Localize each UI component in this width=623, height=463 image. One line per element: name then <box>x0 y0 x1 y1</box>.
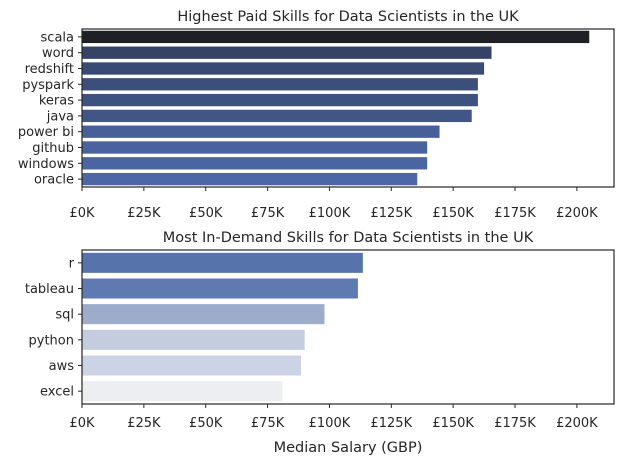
x-tick-label: £0K <box>69 416 95 431</box>
bar-aws <box>82 355 301 376</box>
bar-word <box>82 46 492 59</box>
x-tick-label: £200K <box>556 416 598 431</box>
x-tick-label: £125K <box>370 206 412 221</box>
bar-sql <box>82 304 325 325</box>
x-tick-label: £75K <box>251 206 285 221</box>
y-tick-label: r <box>69 256 75 271</box>
y-tick-label: excel <box>40 385 74 400</box>
axes-frame <box>81 249 615 405</box>
bar-keras <box>82 93 478 107</box>
y-tick-label: java <box>46 109 74 124</box>
x-tick-label: £100K <box>309 416 351 431</box>
x-tick-label: £150K <box>432 206 474 221</box>
axes-frame <box>81 28 615 188</box>
chart-title: Most In-Demand Skills for Data Scientist… <box>163 230 534 246</box>
y-tick-label: python <box>29 333 74 348</box>
bar-scala <box>82 30 590 44</box>
y-tick-label: power bi <box>18 125 74 140</box>
y-tick-label: scala <box>41 30 74 45</box>
x-tick-label: £175K <box>494 416 536 431</box>
y-tick-label: windows <box>18 157 74 172</box>
bar-r <box>82 252 363 273</box>
y-tick-label: aws <box>49 359 75 374</box>
x-tick-label: £75K <box>251 416 285 431</box>
bar-python <box>82 329 305 350</box>
y-tick-label: redshift <box>25 62 74 77</box>
y-tick-label: keras <box>39 94 74 109</box>
x-axis-label: Median Salary (GBP) <box>274 440 423 456</box>
y-tick-label: word <box>42 46 74 61</box>
x-tick-label: £25K <box>127 416 161 431</box>
bar-oracle <box>82 172 418 186</box>
x-tick-label: £175K <box>494 206 536 221</box>
x-tick-label: £50K <box>189 416 223 431</box>
bar-windows <box>82 157 428 170</box>
x-tick-label: £125K <box>370 416 412 431</box>
y-tick-label: pyspark <box>22 78 74 93</box>
x-tick-label: £50K <box>189 206 223 221</box>
chart-top-panel: Highest Paid Skills for Data Scientists … <box>18 9 615 221</box>
bar-java <box>82 109 472 123</box>
bar-redshift <box>82 62 485 75</box>
y-tick-label: github <box>32 141 74 156</box>
bar-power-bi <box>82 125 440 138</box>
bar-github <box>82 141 428 154</box>
chart-title: Highest Paid Skills for Data Scientists … <box>177 9 519 25</box>
chart-bottom-panel: Most In-Demand Skills for Data Scientist… <box>25 230 615 456</box>
x-tick-label: £0K <box>69 206 95 221</box>
y-tick-label: oracle <box>34 173 74 188</box>
x-tick-label: £200K <box>556 206 598 221</box>
bar-pyspark <box>82 78 478 91</box>
y-tick-label: sql <box>55 308 74 323</box>
y-tick-label: tableau <box>25 282 74 297</box>
bar-tableau <box>82 278 358 299</box>
x-tick-label: £150K <box>432 416 474 431</box>
x-tick-label: £100K <box>309 206 351 221</box>
bar-excel <box>82 381 283 402</box>
x-tick-label: £25K <box>127 206 161 221</box>
